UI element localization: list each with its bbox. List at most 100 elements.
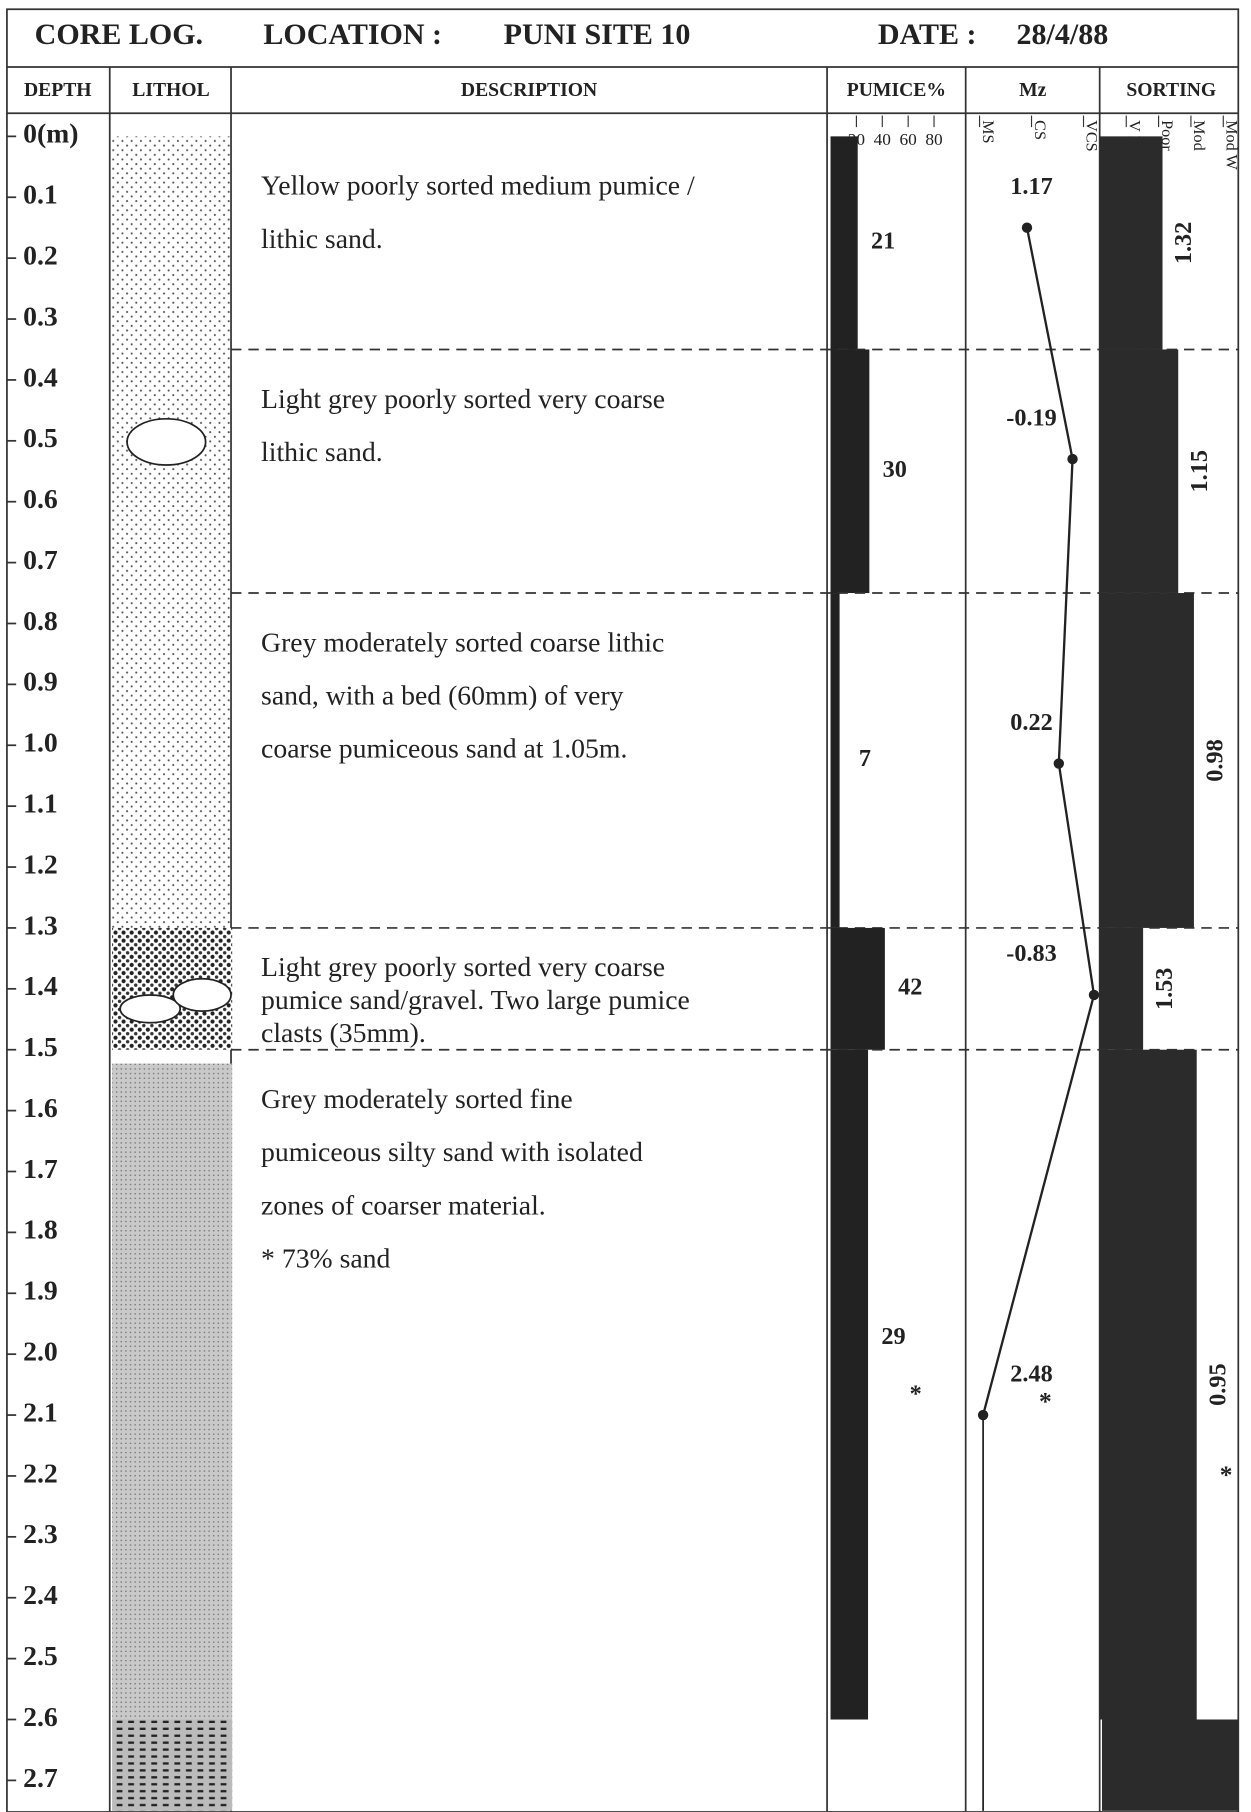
description-line: Yellow poorly sorted medium pumice / <box>261 170 695 201</box>
description-line: lithic sand. <box>261 223 383 254</box>
mz-value: 2.48 <box>1010 1360 1052 1387</box>
pumice-value: 7 <box>859 745 871 772</box>
pumice-tick-label: 40 <box>874 130 891 149</box>
pumice-value: 30 <box>883 456 907 483</box>
pumice-bar <box>830 349 870 594</box>
column-header: PUMICE% <box>847 79 946 101</box>
description-line: Light grey poorly sorted very coarse <box>261 951 665 982</box>
description-line: pumiceous silty sand with isolated <box>261 1136 643 1167</box>
depth-tick-label: 1.0 <box>23 727 58 758</box>
depth-tick-label: 2.6 <box>23 1701 58 1732</box>
sorting-bar <box>1099 593 1194 928</box>
pumice-bar <box>830 136 858 350</box>
mz-value: -0.83 <box>1006 940 1057 967</box>
description-line: clasts (35mm). <box>261 1017 426 1048</box>
sorting-class-label: Mod W <box>1223 120 1240 170</box>
location-label: LOCATION : <box>263 18 442 51</box>
column-header: DESCRIPTION <box>461 79 597 101</box>
sorting-value: 1.32 <box>1170 222 1197 264</box>
mz-value: -0.19 <box>1006 404 1057 431</box>
description-line: Light grey poorly sorted very coarse <box>261 383 665 414</box>
depth-tick-label: 2.7 <box>23 1762 58 1793</box>
sorting-bar <box>1099 1049 1197 1720</box>
lithology-layer <box>112 1719 233 1811</box>
date: 28/4/88 <box>1017 18 1109 51</box>
depth-tick-label: 0(m) <box>23 118 78 149</box>
mz-class-label: CS <box>1031 120 1048 140</box>
mz-point <box>1053 758 1065 769</box>
depth-tick-label: 0.7 <box>23 544 58 575</box>
mz-value: 0.22 <box>1010 709 1052 736</box>
column-header: DEPTH <box>24 79 92 101</box>
mz-class-label: MS <box>979 120 996 143</box>
column-header: SORTING <box>1126 79 1216 101</box>
lithology-layer <box>112 136 233 928</box>
mz-point <box>977 1409 989 1421</box>
depth-tick-label: 0.3 <box>23 300 58 331</box>
pumice-tick-label: 80 <box>925 130 942 149</box>
mz-class-label: VCS <box>1083 120 1100 151</box>
pumice-clast <box>126 417 207 466</box>
sorting-value: 0.98 <box>1202 739 1229 781</box>
depth-tick-label: 0.8 <box>23 605 58 636</box>
mz-point <box>1088 989 1100 1001</box>
title: CORE LOG. <box>35 18 203 51</box>
depth-tick-label: 2.3 <box>23 1518 58 1549</box>
depth-tick-label: 0.9 <box>23 666 58 697</box>
depth-tick-label: 1.2 <box>23 848 58 879</box>
depth-tick-label: 0.5 <box>23 422 58 453</box>
pumice-value: 29 <box>881 1323 905 1350</box>
depth-tick-label: 2.2 <box>23 1457 58 1488</box>
depth-tick-label: 0.6 <box>23 483 58 514</box>
sorting-bar <box>1099 927 1144 1050</box>
sorting-bar <box>1099 349 1179 594</box>
depth-tick-label: 1.3 <box>23 909 58 940</box>
depth-tick-label: 2.5 <box>23 1640 58 1671</box>
pumice-value: 42 <box>898 973 922 1000</box>
description-line: Grey moderately sorted coarse lithic <box>261 626 664 657</box>
depth-tick-label: 2.4 <box>23 1579 58 1610</box>
description-line: zones of coarser material. <box>261 1189 546 1220</box>
description-line: lithic sand. <box>261 436 383 467</box>
mz-note: * <box>1039 1387 1052 1415</box>
pumice-bar <box>830 1049 869 1720</box>
date-label: DATE : <box>878 18 977 51</box>
pumice-bar <box>830 927 885 1050</box>
pumice-clast <box>172 977 232 1013</box>
pumice-value: 21 <box>871 227 895 254</box>
description-line: coarse pumiceous sand at 1.05m. <box>261 733 627 764</box>
depth-tick-label: 1.5 <box>23 1031 58 1062</box>
sorting-note: * <box>1220 1461 1233 1489</box>
pumice-clast <box>119 994 182 1024</box>
location: PUNI SITE 10 <box>504 18 691 51</box>
pumice-tick-label: 60 <box>899 130 916 149</box>
depth-tick-label: 0.1 <box>23 179 58 210</box>
depth-tick-label: 1.8 <box>23 1214 58 1245</box>
description-line: Grey moderately sorted fine <box>261 1083 573 1114</box>
depth-tick-label: 1.9 <box>23 1275 58 1306</box>
sorting-value: 1.53 <box>1151 968 1178 1010</box>
mz-point <box>1067 453 1078 465</box>
depth-tick-label: 2.1 <box>23 1396 58 1427</box>
lithology-layer <box>112 1063 233 1720</box>
pumice-note: * <box>910 1381 922 1408</box>
sorting-fill <box>1101 1719 1239 1811</box>
column-header: LITHOL <box>132 79 209 101</box>
depth-tick-label: 1.7 <box>23 1153 58 1184</box>
mz-point <box>1021 222 1033 233</box>
depth-tick-label: 2.0 <box>23 1336 58 1367</box>
sorting-value: 1.15 <box>1186 450 1213 492</box>
depth-tick-label: 0.2 <box>23 239 58 270</box>
sorting-class-label: Mod <box>1190 120 1207 151</box>
depth-tick-label: 1.6 <box>23 1092 58 1123</box>
pumice-bar <box>830 593 840 928</box>
sorting-bar <box>1099 136 1163 350</box>
mz-value: 1.17 <box>1010 173 1052 200</box>
description-line: * 73% sand <box>261 1243 390 1274</box>
description-line: pumice sand/gravel. Two large pumice <box>261 984 690 1015</box>
depth-tick-label: 0.4 <box>23 361 58 392</box>
description-line: sand, with a bed (60mm) of very <box>261 680 624 711</box>
depth-tick-label: 1.4 <box>23 970 58 1001</box>
